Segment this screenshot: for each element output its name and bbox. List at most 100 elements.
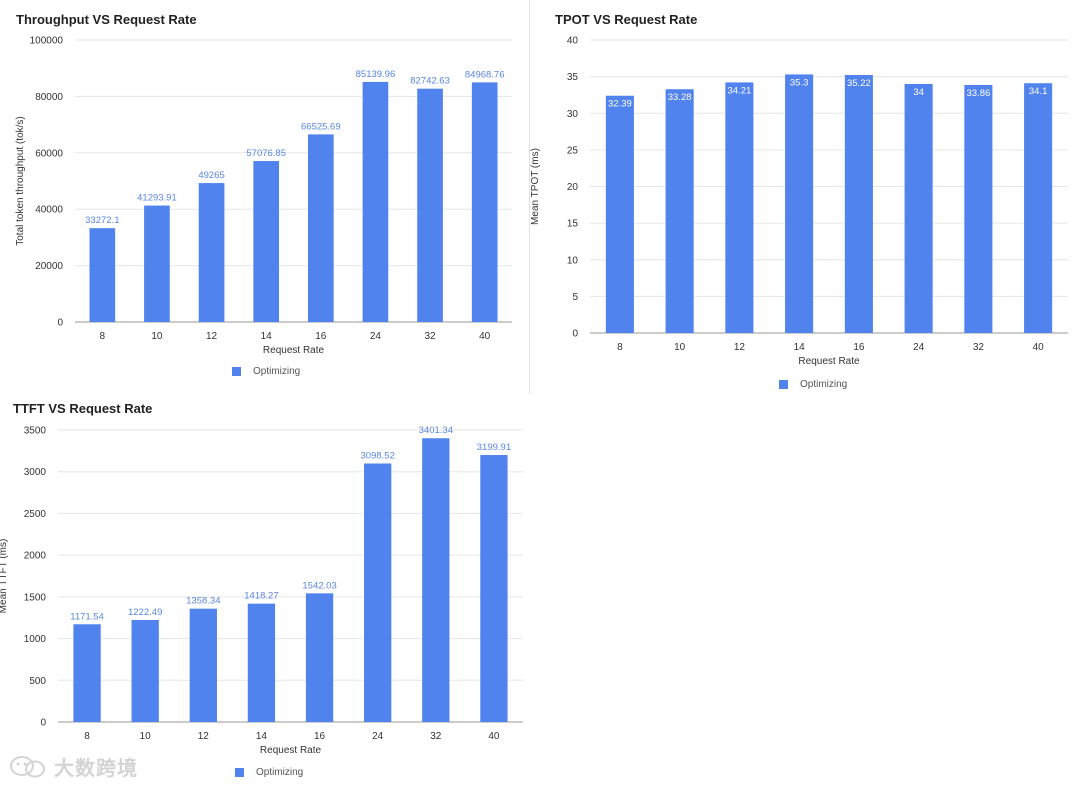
throughput-chart-panel: Throughput VS Request Rate 0 20000 40000 60…: [0, 0, 529, 394]
data-label: 34.1: [1029, 86, 1048, 97]
legend-swatch: [232, 367, 241, 376]
bar[interactable]: [844, 75, 873, 334]
bar[interactable]: [189, 608, 217, 722]
tpot-chart-panel: TPOT VS Request Rate 0 5 10 15 20 25 30 35 40 32.…: [530, 12, 1068, 390]
y-tick-label: 3000: [24, 467, 47, 478]
bar[interactable]: [417, 88, 443, 322]
y-tick-label: 35: [567, 72, 579, 83]
y-tick-label: 5: [572, 292, 578, 303]
data-label: 3401.34: [419, 425, 453, 436]
x-tick-label: 8: [84, 731, 90, 742]
y-axis-title: Mean TTFT (ms): [0, 539, 9, 614]
x-tick-label: 32: [973, 342, 985, 353]
y-tick-label: 40: [567, 36, 579, 47]
y-tick-label: 2000: [24, 551, 47, 562]
data-label: 1542.03: [302, 580, 336, 591]
y-tick-label: 1500: [24, 592, 47, 603]
data-label: 1418.27: [244, 591, 278, 602]
y-axis-title: Mean TPOT (ms): [530, 148, 541, 225]
bar[interactable]: [904, 83, 933, 333]
chart-svg: 0 20000 40000 60000 80000 100000 33272.1 8 41293…: [15, 36, 512, 356]
x-tick-label: 10: [674, 342, 686, 353]
x-tick-label: 40: [488, 731, 500, 742]
data-label: 1222.49: [128, 607, 162, 618]
data-label: 84968.76: [465, 69, 505, 80]
data-label: 57076.85: [246, 148, 286, 159]
y-tick-label: 25: [567, 145, 579, 156]
legend-swatch: [779, 380, 788, 389]
y-tick-label: 3500: [24, 426, 47, 437]
y-tick-label: 40000: [35, 205, 63, 216]
bar[interactable]: [422, 438, 450, 722]
y-tick-label: 0: [40, 718, 46, 729]
data-label: 34.21: [727, 85, 751, 96]
x-tick-label: 24: [913, 342, 925, 353]
data-label: 41293.91: [137, 193, 177, 204]
legend[interactable]: Optimizing: [232, 366, 300, 377]
data-label: 35.3: [790, 77, 809, 88]
bar[interactable]: [785, 74, 814, 334]
x-tick-label: 24: [370, 331, 382, 342]
x-axis-title: Request Rate: [798, 356, 860, 367]
legend[interactable]: Optimizing: [235, 767, 303, 778]
y-tick-label: 20: [567, 182, 579, 193]
chart-title: Throughput VS Request Rate: [16, 12, 197, 27]
x-tick-label: 16: [314, 731, 326, 742]
bar[interactable]: [131, 620, 159, 722]
data-label: 49265: [198, 170, 224, 181]
bar[interactable]: [605, 95, 634, 333]
x-tick-label: 16: [853, 342, 865, 353]
legend-label: Optimizing: [256, 767, 304, 778]
data-label: 33272.1: [85, 215, 119, 226]
bar[interactable]: [1024, 83, 1053, 333]
bar[interactable]: [73, 624, 101, 722]
x-tick-label: 40: [1033, 342, 1045, 353]
x-tick-label: 10: [151, 331, 163, 342]
bar[interactable]: [480, 455, 508, 722]
legend-label: Optimizing: [800, 379, 848, 390]
y-tick-label: 0: [572, 329, 578, 340]
bar[interactable]: [725, 82, 754, 334]
bar[interactable]: [247, 603, 276, 722]
y-tick-label: 15: [567, 219, 579, 230]
bar[interactable]: [89, 228, 116, 322]
data-label: 3199.91: [477, 442, 511, 453]
x-tick-label: 14: [794, 342, 806, 353]
data-label: 33.86: [966, 88, 990, 99]
bar[interactable]: [665, 89, 694, 333]
bar[interactable]: [305, 593, 334, 722]
x-tick-label: 32: [425, 331, 437, 342]
data-label: 32.39: [608, 99, 632, 110]
y-tick-label: 30: [567, 109, 579, 120]
data-label: 35.22: [847, 78, 871, 89]
bar[interactable]: [198, 183, 225, 322]
bar[interactable]: [471, 82, 498, 323]
x-tick-label: 14: [256, 731, 268, 742]
x-tick-label: 32: [430, 731, 442, 742]
data-label: 1358.34: [186, 596, 220, 607]
panel-divider: [529, 0, 530, 394]
y-tick-label: 80000: [35, 92, 63, 103]
bar[interactable]: [144, 205, 170, 322]
bar[interactable]: [964, 84, 993, 334]
wechat-bubbles-logo-icon: [10, 755, 45, 777]
bar[interactable]: [364, 463, 392, 722]
data-label: 85139.96: [356, 69, 396, 80]
x-axis-title: Request Rate: [260, 745, 322, 756]
x-tick-label: 10: [140, 731, 152, 742]
bar[interactable]: [307, 134, 334, 322]
x-tick-label: 24: [372, 731, 384, 742]
x-tick-label: 40: [479, 331, 491, 342]
y-tick-label: 1000: [24, 634, 47, 645]
bar[interactable]: [362, 81, 389, 323]
y-tick-label: 2500: [24, 509, 47, 520]
watermark: 大数跨境: [8, 752, 138, 781]
chart-title: TTFT VS Request Rate: [13, 401, 153, 416]
bar[interactable]: [253, 161, 280, 322]
chart-svg: 0 5 10 15 20 25 30 35 40 32.39 8 33.28 10 34.21 12 35.3…: [530, 36, 1068, 367]
legend[interactable]: Optimizing: [779, 379, 847, 390]
y-tick-label: 60000: [35, 148, 63, 159]
chart-title: TPOT VS Request Rate: [555, 12, 698, 27]
